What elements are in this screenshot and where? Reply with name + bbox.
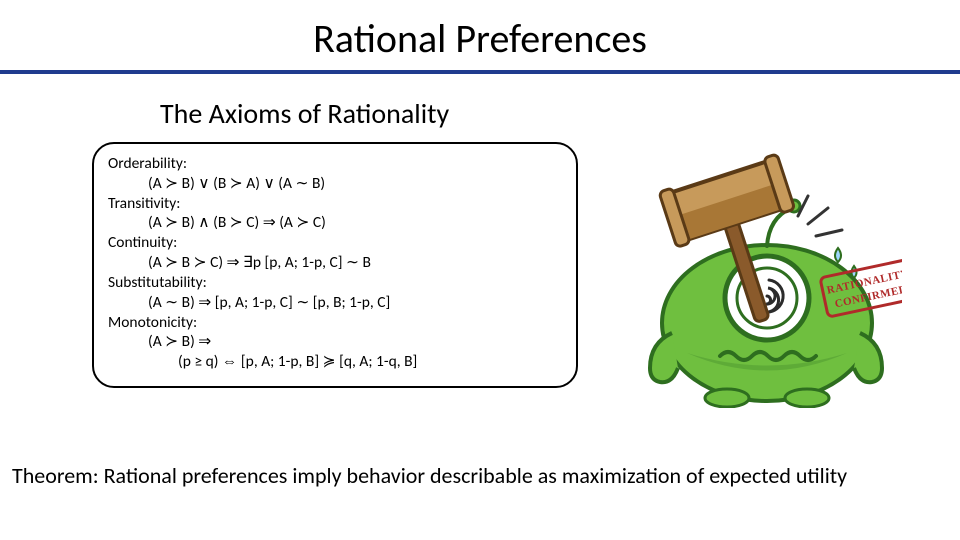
axiom-monotonicity-label: Monotonicity:: [108, 313, 562, 333]
axiom-monotonicity-expr2: (p ≥ q) ⇔ [p, A; 1-p, B] ≽ [q, A; 1-q, B…: [178, 352, 562, 372]
axiom-substitutability-label: Substitutability:: [108, 273, 562, 293]
axiom-substitutability-expr: (A ∼ B) ⇒ [p, A; 1-p, C] ∼ [p, B; 1-p, C…: [148, 293, 562, 313]
theorem-text: Theorem: Rational preferences imply beha…: [12, 462, 948, 489]
slide-title: Rational Preferences: [0, 14, 960, 63]
axiom-transitivity-expr: (A ≻ B) ∧ (B ≻ C) ⇒ (A ≻ C): [148, 213, 562, 233]
axiom-orderability-label: Orderability:: [108, 154, 562, 174]
robot-svg: RATIONALITY CONFIRMED: [592, 138, 902, 408]
axiom-orderability-expr: (A ≻ B) ∨ (B ≻ A) ∨ (A ∼ B): [148, 174, 562, 194]
title-divider: [0, 70, 960, 74]
axiom-transitivity-label: Transitivity:: [108, 194, 562, 214]
axiom-monotonicity-expr1: (A ≻ B) ⇒: [148, 332, 562, 352]
robot-illustration: RATIONALITY CONFIRMED: [592, 138, 902, 408]
axiom-continuity-label: Continuity:: [108, 233, 562, 253]
axiom-continuity-expr: (A ≻ B ≻ C) ⇒ ∃p [p, A; 1-p, C] ∼ B: [148, 253, 562, 273]
axioms-box: Orderability: (A ≻ B) ∨ (B ≻ A) ∨ (A ∼ B…: [92, 142, 578, 388]
slide-subtitle: The Axioms of Rationality: [160, 96, 449, 131]
